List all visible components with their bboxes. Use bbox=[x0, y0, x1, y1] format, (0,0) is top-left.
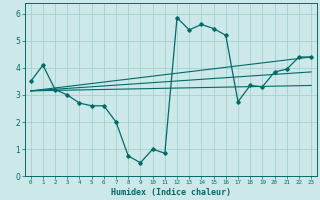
X-axis label: Humidex (Indice chaleur): Humidex (Indice chaleur) bbox=[111, 188, 231, 197]
